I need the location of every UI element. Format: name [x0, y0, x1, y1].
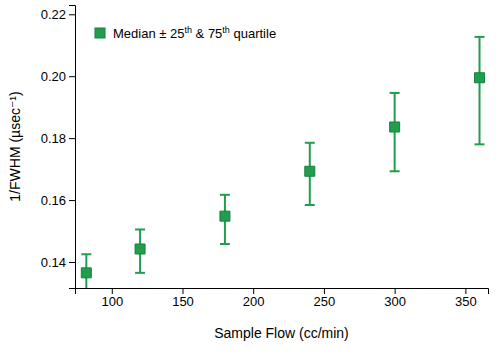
y-tick: 0.16 — [41, 193, 75, 208]
point — [390, 122, 400, 132]
legend: Median ± 25th & 75th quartile — [95, 25, 276, 41]
error-bar — [479, 37, 481, 144]
y-tick-label: 0.22 — [41, 7, 66, 22]
point — [475, 73, 485, 83]
marks — [81, 37, 484, 288]
y-axis-title: 1/FWHM (µsec⁻¹) — [7, 91, 23, 201]
x-tick-label: 100 — [101, 294, 123, 309]
error-cap-high — [305, 142, 315, 144]
x-tick: 250 — [314, 288, 336, 309]
series — [81, 37, 484, 288]
point — [81, 268, 91, 278]
point — [305, 166, 315, 176]
error-cap-high — [135, 228, 145, 230]
point — [220, 211, 230, 221]
x-tick-mark — [112, 288, 113, 294]
y-tick-label: 0.18 — [41, 131, 66, 146]
point — [135, 244, 145, 254]
y-tick-mark — [69, 14, 75, 15]
error-cap-low — [220, 243, 230, 245]
error-cap-high — [220, 194, 230, 196]
y-tick-mark — [69, 76, 75, 77]
y-tick: 0.20 — [41, 69, 75, 84]
error-cap-high — [475, 36, 485, 38]
x-tick-mark — [182, 288, 183, 294]
x-tick-label: 250 — [314, 294, 336, 309]
error-cap-high — [390, 92, 400, 94]
x-axis-title: Sample Flow (cc/min) — [214, 325, 349, 341]
x-axis: 100 150 200 250 300 350 — [76, 288, 489, 309]
y-tick-mark — [69, 262, 75, 263]
x-axis-line — [76, 289, 489, 295]
y-tick-label: 0.16 — [41, 193, 66, 208]
y-tick-mark — [69, 138, 75, 139]
x-tick-mark — [395, 288, 396, 294]
error-cap-low — [135, 272, 145, 274]
x-tick: 150 — [172, 288, 194, 309]
y-tick: 0.18 — [41, 131, 75, 146]
error-cap-high — [81, 253, 91, 255]
y-axis-line — [69, 6, 76, 289]
y-tick-label: 0.20 — [41, 69, 66, 84]
x-tick-label: 300 — [384, 294, 406, 309]
x-tick-mark — [324, 288, 325, 294]
x-tick-label: 350 — [455, 294, 477, 309]
x-tick-label: 200 — [243, 294, 265, 309]
y-tick: 0.14 — [41, 255, 75, 270]
error-cap-low — [390, 170, 400, 172]
plot: 100 150 200 250 300 350 0.14 0.16 0.18 0.20 0.22 Me… — [41, 6, 489, 310]
x-tick-mark — [253, 288, 254, 294]
y-tick-label: 0.14 — [41, 255, 66, 270]
x-tick: 350 — [455, 288, 477, 309]
legend-swatch — [95, 28, 105, 38]
x-tick: 100 — [101, 288, 123, 309]
chart: 100 150 200 250 300 350 0.14 0.16 0.18 0.20 0.22 Me… — [0, 0, 500, 358]
x-tick-mark — [465, 288, 466, 294]
legend-item: Median ± 25th & 75th quartile — [95, 25, 276, 41]
y-tick: 0.22 — [41, 7, 75, 22]
y-tick-mark — [69, 200, 75, 201]
error-cap-low — [475, 143, 485, 145]
error-cap-low — [305, 204, 315, 206]
x-tick: 200 — [243, 288, 265, 309]
legend-label: Median ± 25th & 75th quartile — [113, 25, 276, 41]
y-axis: 0.14 0.16 0.18 0.20 0.22 — [41, 6, 76, 289]
x-tick: 300 — [384, 288, 406, 309]
x-tick-label: 150 — [172, 294, 194, 309]
